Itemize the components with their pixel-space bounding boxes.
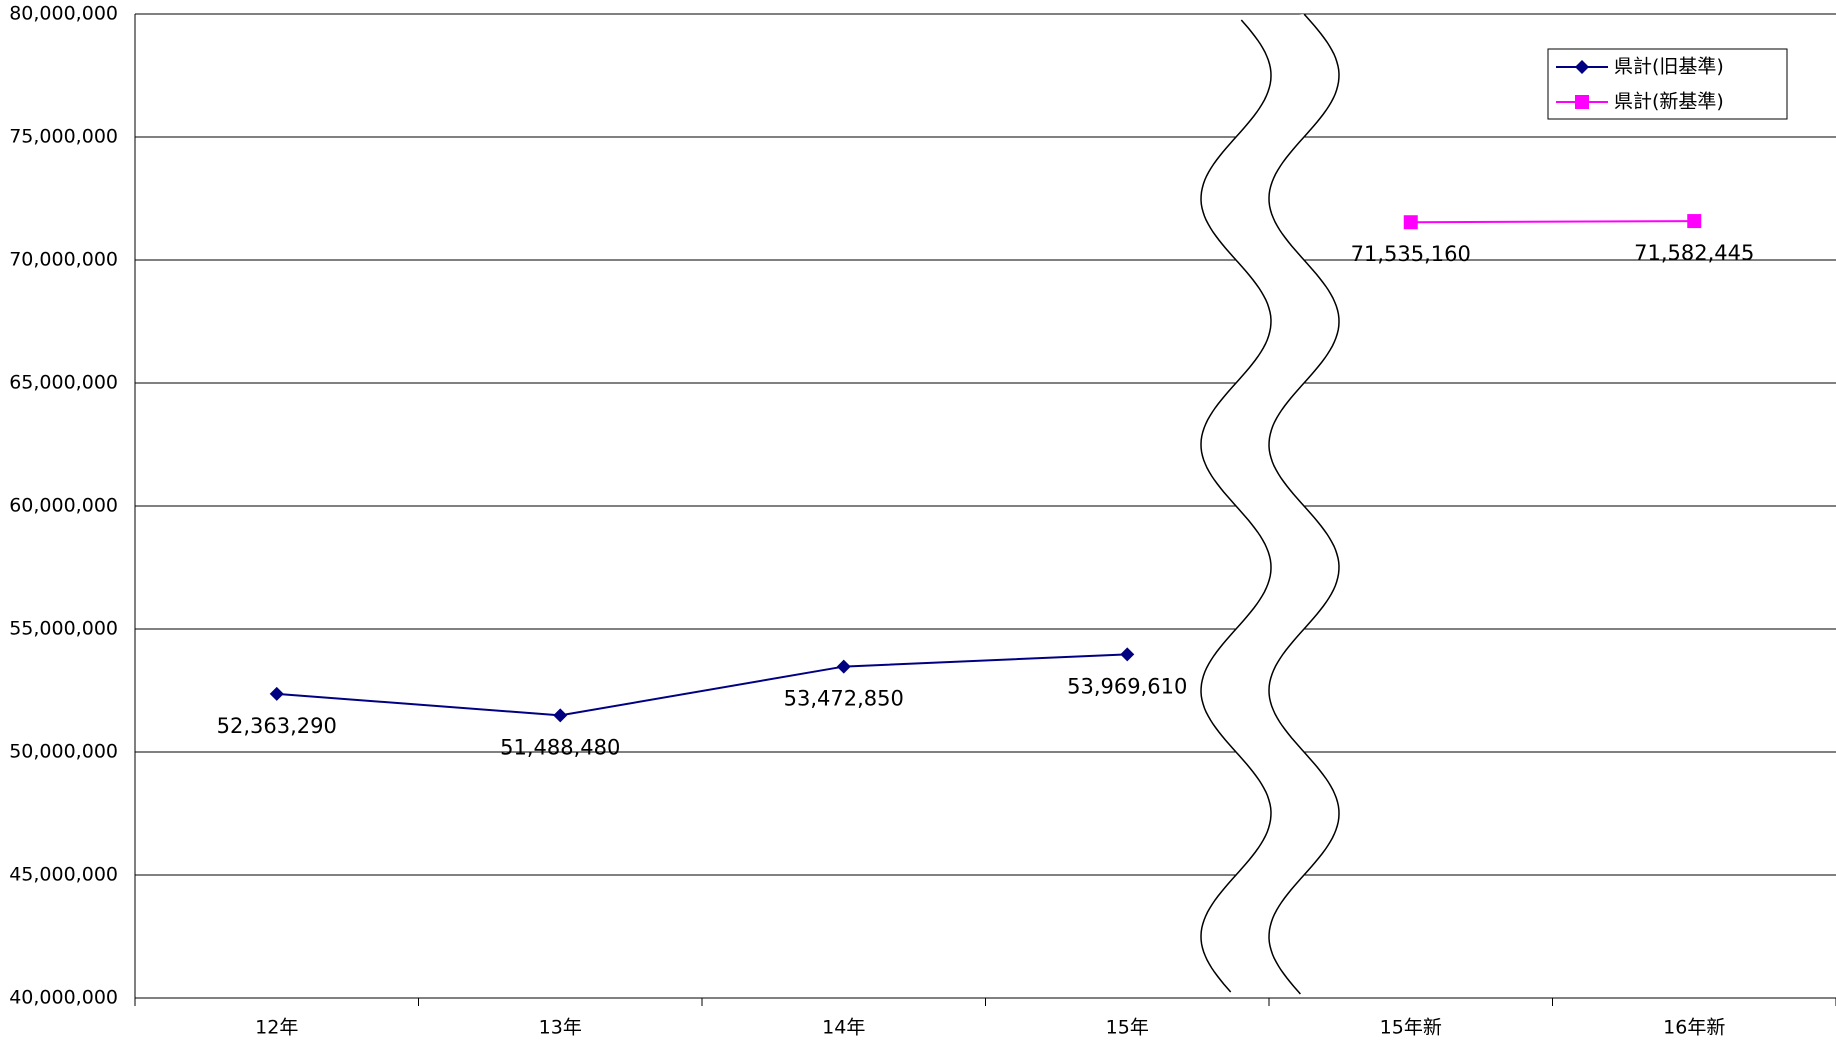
y-tick-label: 60,000,000 [9,495,118,517]
marker [269,686,284,701]
y-tick-label: 70,000,000 [9,249,118,271]
x-tick-label: 16年新 [1663,1017,1725,1039]
y-tick-label: 80,000,000 [9,3,118,25]
axis-break-fill [1201,14,1339,994]
y-tick-label: 55,000,000 [9,618,118,640]
data-label: 71,582,445 [1634,241,1754,265]
axis-break [1268,13,1340,995]
marker [1120,647,1135,662]
y-tick-label: 45,000,000 [9,864,118,886]
series-line [1410,220,1695,224]
marker [553,708,568,723]
data-label: 52,363,290 [217,714,337,738]
marker [1403,215,1418,230]
x-tick-label: 14年 [822,1017,865,1039]
data-label: 53,472,850 [784,687,904,711]
y-tick-label: 75,000,000 [9,126,118,148]
y-tick-label: 65,000,000 [9,372,118,394]
y-tick-label: 40,000,000 [9,987,118,1009]
legend-label: 県計(旧基準) [1614,56,1724,78]
axis-break [1200,19,1272,993]
x-tick-label: 15年新 [1380,1017,1442,1039]
marker [1575,95,1589,109]
x-tick-label: 12年 [255,1017,298,1039]
marker [1687,214,1702,229]
data-label: 51,488,480 [500,735,620,759]
marker [1575,60,1589,74]
series-line [276,653,1128,717]
marker [836,659,851,674]
x-tick-label: 13年 [539,1017,582,1039]
legend-label: 県計(新基準) [1614,91,1724,113]
y-tick-label: 50,000,000 [9,741,118,763]
data-label: 53,969,610 [1067,674,1187,698]
data-label: 71,535,160 [1351,242,1471,266]
x-tick-label: 15年 [1106,1017,1149,1039]
